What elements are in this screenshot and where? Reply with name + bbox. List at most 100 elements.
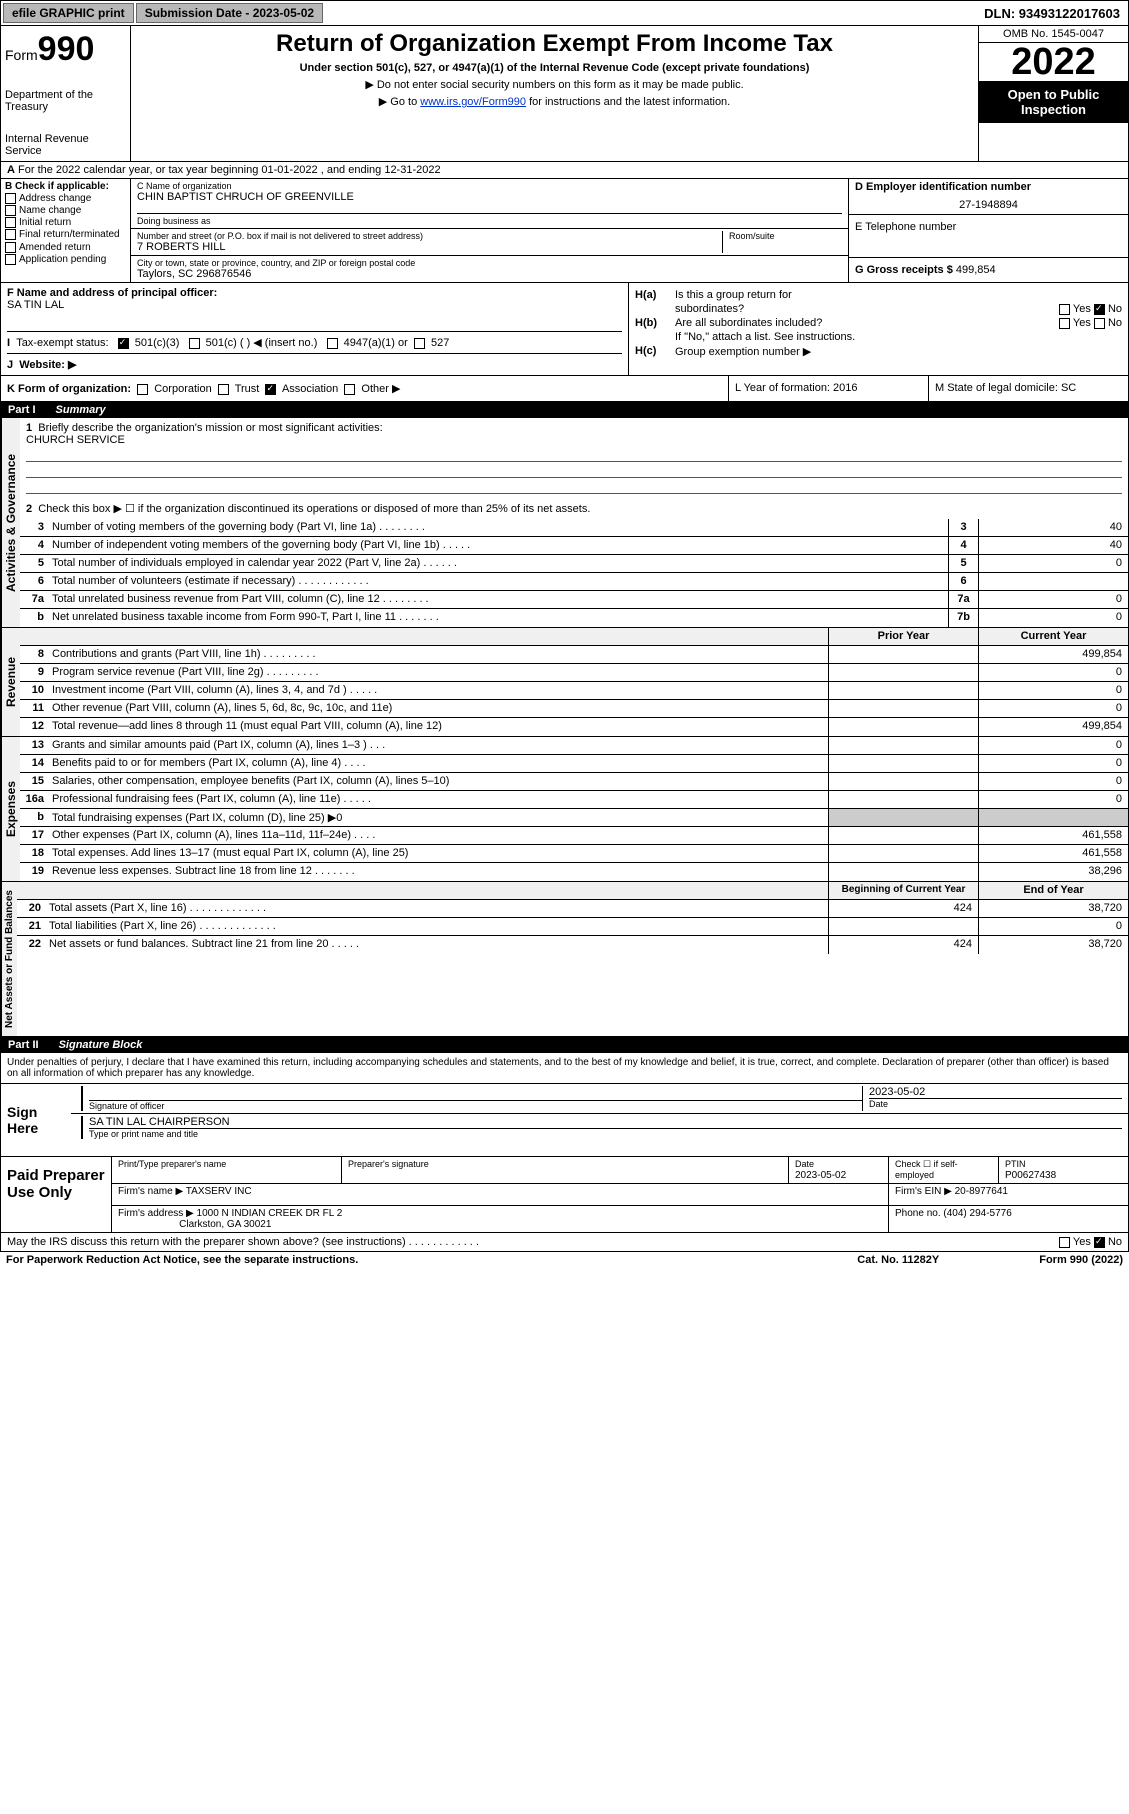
website-label: Website: ▶ (19, 359, 76, 371)
section-fh: F Name and address of principal officer:… (0, 283, 1129, 376)
chk-name[interactable]: Name change (19, 205, 81, 216)
sig-date-label: Date (869, 1098, 1122, 1109)
irs-discuss-row: May the IRS discuss this return with the… (0, 1233, 1129, 1252)
ptin-value: P00627438 (1005, 1170, 1056, 1181)
firm-ein: 20-8977641 (955, 1186, 1008, 1197)
part1-num: Part I (8, 404, 56, 416)
city-value: Taylors, SC 296876546 (137, 268, 842, 280)
irs-label: Internal Revenue Service (5, 133, 126, 157)
prep-date-label: Date (795, 1159, 814, 1169)
ein-label: D Employer identification number (855, 181, 1122, 193)
k-assoc[interactable]: Association (282, 383, 338, 395)
gross-label: G Gross receipts $ (855, 264, 953, 276)
preparer-block: Paid Preparer Use Only Print/Type prepar… (0, 1157, 1129, 1233)
room-label: Room/suite (729, 231, 842, 241)
4947[interactable]: 4947(a)(1) or (344, 337, 408, 349)
begin-year-head: Beginning of Current Year (828, 882, 978, 899)
k-corp[interactable]: Corporation (154, 383, 211, 395)
paperwork-notice: For Paperwork Reduction Act Notice, see … (6, 1254, 358, 1266)
part2-header: Part II Signature Block (0, 1037, 1129, 1053)
dept-label: Department of the Treasury (5, 89, 126, 113)
goto-post: for instructions and the latest informat… (526, 96, 730, 108)
street-label: Number and street (or P.O. box if mail i… (137, 231, 722, 241)
form-subtitle: Under section 501(c), 527, or 4947(a)(1)… (139, 62, 970, 74)
row-a: A For the 2022 calendar year, or tax yea… (0, 162, 1129, 179)
exp-label: Expenses (1, 737, 20, 881)
prep-date: 2023-05-02 (795, 1170, 846, 1181)
irs-link[interactable]: www.irs.gov/Form990 (420, 96, 526, 108)
sig-declaration: Under penalties of perjury, I declare th… (0, 1053, 1129, 1084)
501c3[interactable]: 501(c)(3) (135, 337, 180, 349)
form-org-label: K Form of organization: (7, 383, 131, 395)
part2-num: Part II (8, 1039, 59, 1051)
527[interactable]: 527 (431, 337, 449, 349)
header-line1: ▶ Do not enter social security numbers o… (139, 78, 970, 91)
section-bcdefg: B Check if applicable: Address change Na… (0, 179, 1129, 283)
governance-section: Activities & Governance 1 Briefly descri… (0, 418, 1129, 628)
row-a-text: For the 2022 calendar year, or tax year … (18, 164, 441, 176)
firm-addr-label: Firm's address ▶ (118, 1208, 194, 1219)
na-label: Net Assets or Fund Balances (1, 882, 17, 1036)
expenses-section: Expenses 13Grants and similar amounts pa… (0, 737, 1129, 882)
firm-label: Firm's name ▶ (118, 1186, 183, 1197)
ha2-text: subordinates? (675, 303, 1059, 315)
netassets-section: Net Assets or Fund Balances Beginning of… (0, 882, 1129, 1037)
chk-address[interactable]: Address change (19, 193, 91, 204)
final-row: For Paperwork Reduction Act Notice, see … (0, 1252, 1129, 1268)
revenue-section: Revenue Prior Year Current Year 8Contrib… (0, 628, 1129, 737)
prep-check-label: Check ☐ if self-employed (895, 1159, 958, 1180)
name-label: C Name of organization (137, 181, 842, 191)
chk-final[interactable]: Final return/terminated (19, 230, 120, 241)
k-other[interactable]: Other ▶ (361, 383, 400, 395)
form-number: 990 (38, 30, 95, 68)
501c[interactable]: 501(c) ( ) ◀ (insert no.) (206, 337, 318, 349)
gov-label: Activities & Governance (1, 418, 20, 627)
street-value: 7 ROBERTS HILL (137, 241, 722, 253)
box-b-title: B Check if applicable: (5, 181, 126, 192)
irs-discuss-q: May the IRS discuss this return with the… (7, 1236, 479, 1248)
chk-pending[interactable]: Application pending (19, 254, 106, 265)
org-name: CHIN BAPTIST CHRUCH OF GREENVILLE (137, 191, 842, 203)
sig-name: SA TIN LAL CHAIRPERSON (89, 1116, 1122, 1128)
firm-ein-label: Firm's EIN ▶ (895, 1186, 952, 1197)
officer-value: SA TIN LAL (7, 299, 622, 311)
firm-addr1: 1000 N INDIAN CREEK DR FL 2 (197, 1208, 343, 1219)
q1: Briefly describe the organization's miss… (38, 422, 382, 434)
officer-label: F Name and address of principal officer: (7, 287, 622, 299)
prep-name-label: Print/Type preparer's name (118, 1159, 226, 1169)
part1-title: Summary (56, 404, 106, 416)
sign-here-block: Sign Here Signature of officer 2023-05-0… (0, 1084, 1129, 1157)
cat-no: Cat. No. 11282Y (857, 1254, 939, 1266)
ein-value: 27-1948894 (855, 199, 1122, 211)
preparer-label: Paid Preparer Use Only (1, 1157, 111, 1232)
efile-button[interactable]: efile GRAPHIC print (3, 3, 134, 23)
prep-sig-label: Preparer's signature (348, 1159, 429, 1169)
chk-initial[interactable]: Initial return (19, 217, 71, 228)
city-label: City or town, state or province, country… (137, 258, 842, 268)
rev-label: Revenue (1, 628, 20, 736)
dba-label: Doing business as (137, 213, 842, 226)
form-title: Return of Organization Exempt From Incom… (139, 30, 970, 58)
part1-header: Part I Summary (0, 402, 1129, 418)
ha-text: Is this a group return for (675, 289, 1122, 301)
sig-date: 2023-05-02 (869, 1086, 1122, 1098)
firm-name: TAXSERV INC (186, 1186, 252, 1197)
sign-here-label: Sign Here (1, 1084, 71, 1156)
end-year-head: End of Year (978, 882, 1128, 899)
submission-date: Submission Date - 2023-05-02 (136, 3, 323, 23)
q2: Check this box ▶ ☐ if the organization d… (38, 503, 590, 515)
tax-year: 2022 (979, 43, 1128, 81)
prior-year-head: Prior Year (828, 628, 978, 645)
topbar: efile GRAPHIC print Submission Date - 20… (0, 0, 1129, 26)
part2-title: Signature Block (59, 1039, 143, 1051)
header: Form990 Department of the Treasury Inter… (0, 26, 1129, 162)
form-prefix: Form (5, 47, 38, 63)
chk-amended[interactable]: Amended return (19, 242, 91, 253)
firm-addr2: Clarkston, GA 30021 (179, 1219, 271, 1230)
curr-year-head: Current Year (978, 628, 1128, 645)
k-trust[interactable]: Trust (235, 383, 260, 395)
hc-text: Group exemption number ▶ (675, 345, 1122, 358)
tax-exempt-label: Tax-exempt status: (16, 337, 108, 349)
q1-answer: CHURCH SERVICE (26, 434, 1122, 446)
firm-phone: (404) 294-5776 (943, 1208, 1011, 1219)
